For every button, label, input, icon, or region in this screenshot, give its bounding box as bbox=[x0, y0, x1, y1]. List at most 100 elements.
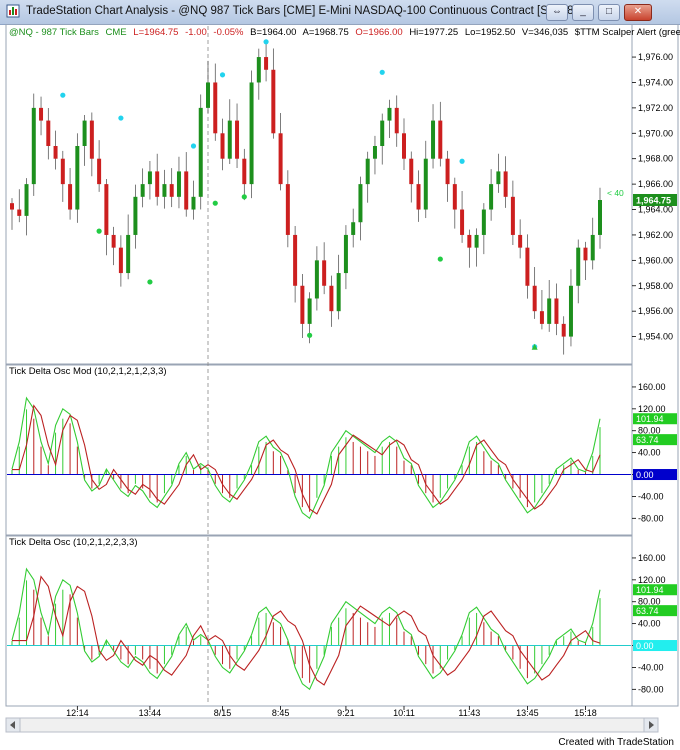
candle-body bbox=[561, 323, 566, 337]
header-last: L=1964.75 bbox=[133, 27, 178, 38]
candle-body bbox=[503, 171, 508, 197]
osc-tick-label: 120.00 bbox=[638, 404, 666, 414]
scalper-high-dot bbox=[379, 69, 385, 75]
candle-body bbox=[351, 222, 356, 235]
time-tick-label: 10:11 bbox=[393, 708, 415, 718]
osc-green-line bbox=[11, 567, 601, 691]
osc-tick-label: 160.00 bbox=[638, 553, 666, 563]
candle-body bbox=[380, 120, 385, 146]
header-volume: V=346,035 bbox=[522, 27, 568, 38]
time-tick-label: 13:44 bbox=[139, 708, 162, 718]
candle-body bbox=[198, 107, 203, 197]
candle-body bbox=[554, 298, 559, 324]
time-tick-label: 9:21 bbox=[337, 708, 355, 718]
time-tick-label: 8/15 bbox=[214, 708, 232, 718]
candle-body bbox=[213, 82, 218, 134]
candle-body bbox=[191, 196, 196, 210]
candle-body bbox=[307, 298, 312, 324]
candle-body bbox=[583, 247, 588, 261]
scalper-low-dot bbox=[307, 332, 313, 338]
osc-red-line bbox=[12, 404, 601, 515]
header-change-pct: -0.05% bbox=[213, 27, 244, 38]
candle-body bbox=[206, 82, 210, 108]
scalper-high-dot bbox=[60, 92, 66, 98]
osc-tick-label: 80.00 bbox=[638, 426, 661, 436]
candle-body bbox=[372, 146, 377, 159]
candle-body bbox=[68, 184, 73, 210]
candle-body bbox=[322, 260, 327, 286]
candle-body bbox=[467, 234, 472, 248]
osc-title: Tick Delta Osc (10,2,1,2,2,3,3) bbox=[9, 537, 137, 548]
osc-value-label: 101.94 bbox=[636, 414, 664, 424]
osc-tick-label: -40.00 bbox=[638, 662, 664, 672]
window-title: TradeStation Chart Analysis - @NQ 987 Ti… bbox=[26, 5, 577, 17]
price-tick-label: 1,968.00 bbox=[638, 154, 673, 164]
candle-body bbox=[242, 158, 247, 185]
candle-body bbox=[489, 184, 494, 210]
price-candles bbox=[10, 42, 602, 355]
candle-body bbox=[118, 247, 123, 274]
osc-green-line bbox=[11, 396, 601, 520]
candle-body bbox=[264, 57, 269, 70]
candle-body bbox=[365, 158, 370, 185]
candle-body bbox=[510, 196, 515, 235]
candle-body bbox=[140, 184, 145, 197]
osc-tick-label: 160.00 bbox=[638, 382, 666, 392]
candle-body bbox=[431, 120, 436, 159]
candle-body bbox=[358, 184, 363, 223]
candle-body bbox=[300, 285, 305, 324]
osc-panel-frame bbox=[5, 535, 633, 707]
osc-tick-label: -80.00 bbox=[638, 684, 664, 694]
osc-value-box bbox=[633, 605, 677, 617]
close-button[interactable]: ✕ bbox=[624, 4, 652, 21]
candle-body bbox=[278, 133, 283, 185]
candle-body bbox=[271, 69, 276, 134]
title-bar[interactable]: TradeStation Chart Analysis - @NQ 987 Ti… bbox=[0, 0, 680, 25]
maximize-button[interactable]: □ bbox=[598, 4, 620, 21]
candle-body bbox=[227, 120, 232, 159]
price-tick-label: 1,966.00 bbox=[638, 179, 673, 189]
status-bar: Created with TradeStation bbox=[0, 736, 680, 750]
candle-body bbox=[445, 158, 450, 185]
candle-body bbox=[590, 234, 595, 261]
time-tick-label: 13:45 bbox=[516, 708, 539, 718]
osc-mod-title: Tick Delta Osc Mod (10,2,1,2,1,2,3,3) bbox=[9, 366, 167, 377]
price-tick-label: 1,974.00 bbox=[638, 77, 673, 87]
candle-body bbox=[169, 184, 174, 197]
scalper-high-dot bbox=[190, 143, 197, 149]
candle-body bbox=[525, 247, 530, 286]
scalper-signals bbox=[60, 39, 538, 350]
candle-body bbox=[220, 133, 225, 159]
time-tick-label: 11:43 bbox=[458, 708, 480, 718]
candle-body bbox=[532, 285, 537, 312]
osc-value-box bbox=[633, 413, 677, 425]
minimize-button[interactable]: _ bbox=[572, 4, 594, 21]
osc-value-label: 101.94 bbox=[636, 585, 664, 595]
price-header: @NQ - 987 Tick Bars CME L=1964.75 -1.00 … bbox=[9, 27, 680, 38]
chart-area[interactable]: @NQ - 987 Tick Bars CME L=1964.75 -1.00 … bbox=[0, 24, 680, 736]
restore-link-button[interactable]: ⇔ bbox=[546, 4, 568, 21]
candle-body bbox=[539, 311, 544, 324]
osc-value-box bbox=[633, 584, 677, 596]
y-axis-labels: 1,954.00 1,956.00 1,958.00 1,960.00 1,962.00… bbox=[607, 52, 677, 694]
osc-mod-histogram bbox=[7, 396, 631, 520]
arrow-left-icon bbox=[10, 721, 15, 729]
scalper-low-dot bbox=[241, 194, 247, 200]
price-tick-label: 1,958.00 bbox=[638, 281, 673, 291]
price-tick-label: 1,956.00 bbox=[638, 306, 673, 316]
candle-body bbox=[133, 196, 138, 235]
header-symbol: @NQ - 987 Tick Bars bbox=[9, 27, 99, 38]
candle-body bbox=[387, 107, 392, 121]
candle-body bbox=[547, 298, 552, 324]
candle-body bbox=[97, 158, 102, 185]
candle-body bbox=[409, 158, 414, 185]
candle-body bbox=[60, 158, 65, 185]
candle-body bbox=[46, 120, 51, 146]
osc-histogram bbox=[7, 567, 631, 691]
scalper-high-dot bbox=[459, 158, 465, 164]
candle-body bbox=[256, 57, 261, 83]
header-exchange: CME bbox=[106, 27, 127, 38]
price-tick-label: 1,970.00 bbox=[638, 128, 673, 138]
candle-body bbox=[104, 184, 109, 235]
horizontal-scrollbar[interactable] bbox=[5, 717, 659, 733]
